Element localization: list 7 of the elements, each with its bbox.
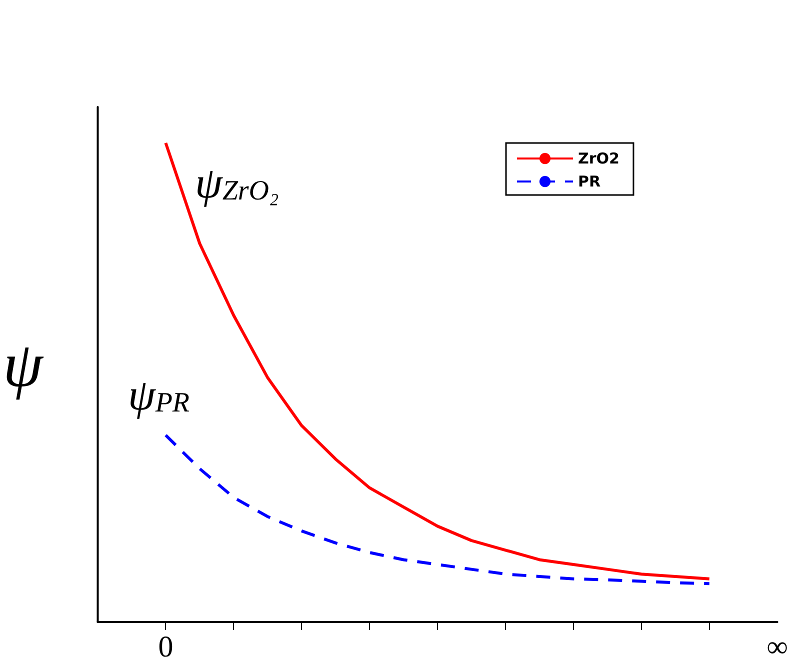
- annotation: ψZrO₂: [195, 158, 280, 208]
- legend-label: ZrO2: [578, 150, 620, 168]
- annotation: ψPR: [128, 370, 190, 420]
- x-tick-label: 0: [158, 630, 174, 664]
- x-tick-label: ∞: [766, 630, 788, 664]
- legend-label: PR: [578, 172, 601, 190]
- y-axis-title: ψ: [3, 329, 44, 400]
